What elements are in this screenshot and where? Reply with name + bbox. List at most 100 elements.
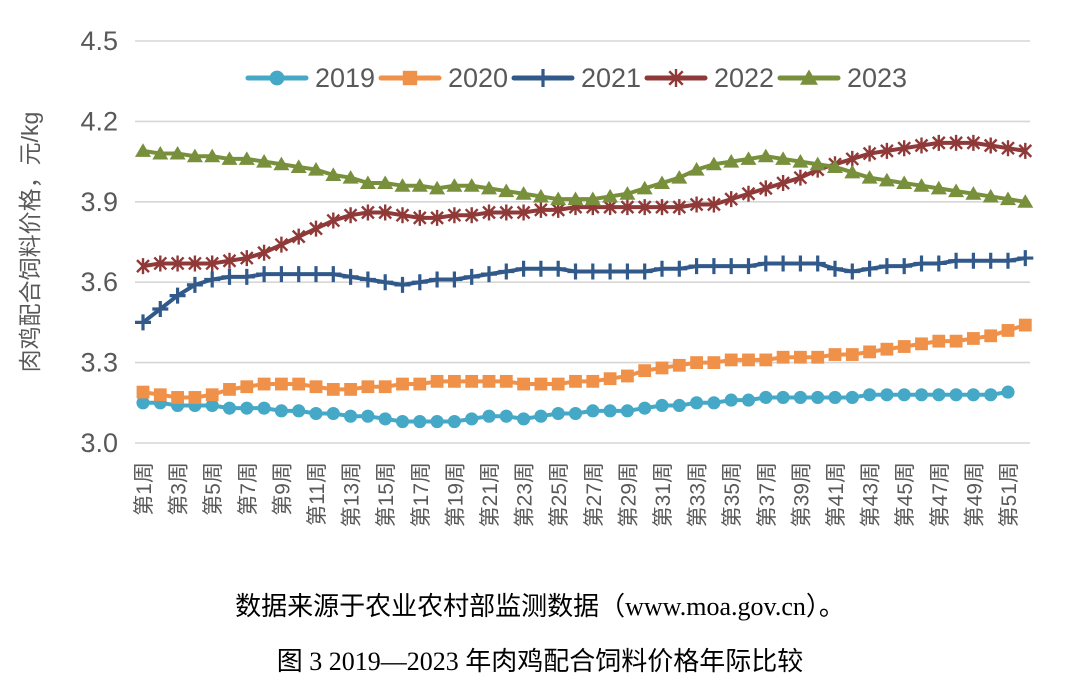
- marker-circle: [257, 401, 271, 415]
- marker-square: [655, 361, 669, 375]
- marker-star: [776, 175, 790, 192]
- marker-triangle: [878, 172, 895, 187]
- marker-star: [274, 236, 289, 253]
- marker-triangle: [186, 148, 203, 163]
- marker-circle: [828, 390, 842, 404]
- marker-triangle: [221, 151, 238, 165]
- marker-circle: [413, 415, 427, 429]
- marker-circle: [845, 390, 859, 404]
- marker-square: [586, 374, 600, 388]
- legend-label-2022: 2022: [714, 63, 774, 93]
- marker-triangle: [965, 186, 982, 200]
- marker-triangle: [671, 170, 688, 184]
- y-axis-title: 肉鸡配合饲料价格，元/kg: [17, 112, 43, 373]
- marker-triangle: [169, 145, 186, 160]
- marker-star: [1001, 140, 1015, 157]
- marker-circle: [534, 409, 548, 423]
- x-tick-label: 第11周: [306, 462, 329, 526]
- marker-square: [724, 353, 738, 367]
- x-tick-label: 第29周: [617, 462, 640, 527]
- y-tick-label: 4.2: [80, 106, 118, 136]
- series-2023: [135, 143, 1034, 208]
- marker-triangle: [1000, 191, 1016, 206]
- marker-star: [257, 244, 271, 261]
- marker-plus: [913, 255, 930, 272]
- marker-plus: [982, 252, 999, 269]
- marker-circle: [274, 404, 288, 418]
- marker-square: [794, 350, 807, 364]
- marker-circle: [292, 404, 306, 418]
- marker-triangle: [325, 167, 342, 181]
- marker-star: [378, 204, 393, 221]
- x-tick-label: 第41周: [825, 462, 848, 527]
- x-tick-label: 第33周: [687, 462, 710, 527]
- marker-plus: [169, 287, 186, 304]
- marker-triangle: [896, 175, 913, 190]
- marker-triangle: [930, 180, 947, 195]
- series-2022: [136, 134, 1033, 275]
- marker-star: [361, 204, 375, 221]
- marker-star: [845, 150, 860, 167]
- gridlines: [135, 40, 1030, 444]
- figure-caption: 图 3 2019—2023 年肉鸡配合饲料价格年际比较: [276, 647, 804, 676]
- marker-circle: [240, 401, 254, 415]
- marker-circle: [811, 390, 825, 404]
- marker-plus: [515, 260, 532, 277]
- marker-triangle: [705, 156, 722, 171]
- legend: 2019 2020 2021 2022 2023: [245, 63, 907, 93]
- marker-plus: [342, 268, 359, 285]
- marker-circle: [482, 409, 496, 423]
- marker-triangle: [757, 148, 774, 163]
- marker-star: [620, 199, 635, 216]
- chart-canvas: 3.0 3.3 3.6 3.9 4.2 4.5 肉鸡配合饲料价格，元/kg 第1周 第3周 第5周…: [17, 26, 1034, 527]
- marker-square: [136, 385, 150, 399]
- marker-plus: [930, 255, 947, 272]
- marker-square: [153, 388, 167, 402]
- marker-circle: [620, 404, 634, 418]
- marker-triangle: [792, 154, 809, 168]
- marker-circle: [568, 406, 583, 421]
- marker-plus: [308, 266, 324, 283]
- legend-label-2023: 2023: [847, 63, 907, 93]
- marker-square: [845, 348, 859, 361]
- marker-circle: [603, 404, 617, 418]
- marker-triangle: [394, 178, 411, 192]
- marker-triangle: [377, 175, 394, 190]
- marker-circle: [326, 406, 340, 421]
- marker-square: [517, 377, 530, 391]
- marker-square: [402, 70, 418, 86]
- marker-square: [880, 342, 894, 356]
- marker-plus: [636, 263, 653, 280]
- marker-plus: [671, 260, 688, 277]
- marker-triangle: [800, 69, 818, 85]
- marker-plus: [394, 276, 411, 293]
- marker-circle: [361, 409, 375, 423]
- marker-plus: [411, 274, 428, 291]
- x-tick-label: 第51周: [998, 462, 1021, 527]
- marker-triangle: [636, 180, 653, 195]
- marker-plus: [498, 263, 515, 280]
- marker-star: [430, 209, 444, 226]
- series-line-2020: [141, 323, 1028, 400]
- marker-plus: [325, 266, 342, 283]
- marker-triangle: [913, 178, 930, 192]
- marker-square: [499, 374, 513, 388]
- marker-star: [222, 252, 237, 269]
- marker-star: [880, 142, 894, 159]
- marker-square: [344, 383, 357, 396]
- marker-square: [967, 332, 980, 345]
- marker-circle: [344, 409, 358, 423]
- marker-star: [170, 255, 185, 272]
- marker-square: [759, 353, 773, 367]
- marker-plus: [792, 255, 809, 272]
- marker-plus: [740, 258, 757, 275]
- marker-star: [758, 180, 773, 197]
- marker-square: [465, 374, 479, 388]
- feed-price-chart: 3.0 3.3 3.6 3.9 4.2 4.5 肉鸡配合饲料价格，元/kg 第1周 第3周 第5周…: [17, 26, 1034, 527]
- marker-plus: [273, 266, 290, 283]
- marker-square: [621, 369, 634, 383]
- marker-square: [915, 337, 928, 351]
- marker-square: [672, 358, 686, 372]
- marker-square: [569, 374, 582, 388]
- legend-label-2019: 2019: [315, 63, 375, 93]
